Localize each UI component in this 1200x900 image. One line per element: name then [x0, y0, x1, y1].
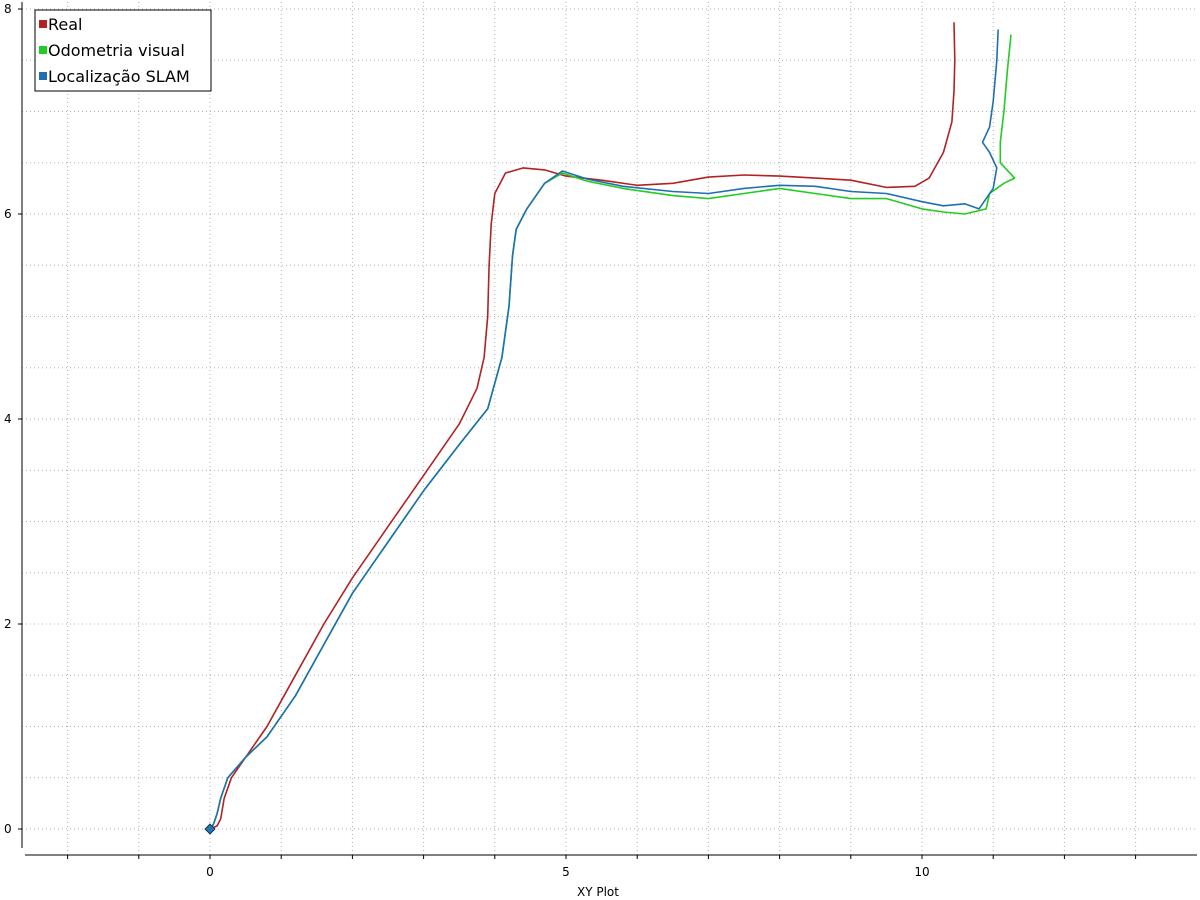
- x-axis-label: XY Plot: [577, 885, 619, 899]
- legend: Real Odometria visual Localização SLAM: [34, 9, 212, 92]
- axes: 0 5 10 0 2 4 6 8: [4, 2, 1197, 879]
- series-line-0: [209, 22, 956, 830]
- legend-box: [34, 9, 212, 92]
- legend-label-0: Real: [48, 15, 83, 34]
- legend-swatch-0: [39, 20, 47, 28]
- y-tick-label: 6: [4, 207, 12, 221]
- y-tick-label: 4: [4, 412, 12, 426]
- series-line-1: [209, 34, 1016, 830]
- legend-label-1: Odometria visual: [48, 41, 185, 60]
- y-tick-label: 0: [4, 822, 12, 836]
- series-line-2: [209, 29, 999, 830]
- start-marker: [204, 823, 216, 835]
- x-tick-label: 0: [206, 865, 214, 879]
- grid-lines: [22, 2, 1197, 855]
- x-tick-label: 10: [914, 865, 929, 879]
- legend-swatch-1: [39, 46, 47, 54]
- legend-swatch-2: [39, 72, 47, 80]
- y-tick-label: 8: [4, 2, 12, 16]
- x-tick-label: 5: [562, 865, 570, 879]
- start-point-marker: [204, 823, 216, 835]
- series-lines: [209, 22, 1016, 830]
- y-tick-label: 2: [4, 617, 12, 631]
- legend-label-2: Localização SLAM: [48, 67, 190, 86]
